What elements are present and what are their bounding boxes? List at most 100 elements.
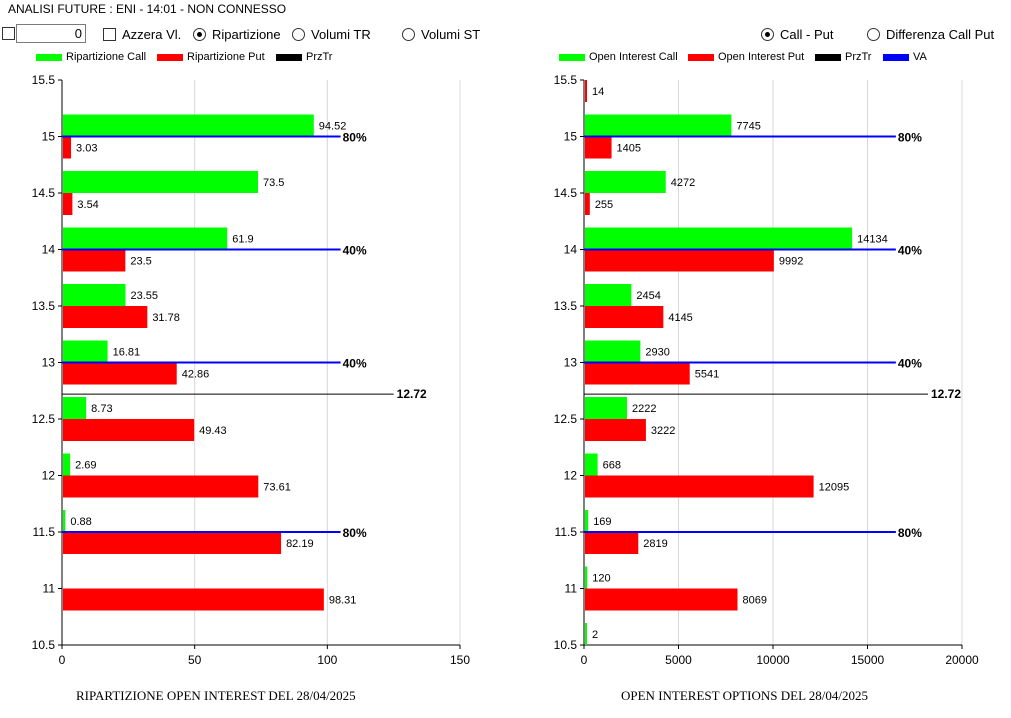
y-tick-label: 12.5: [554, 412, 578, 426]
y-tick-label: 10.5: [32, 638, 56, 652]
legend-right-va-label: VA: [913, 51, 927, 63]
legend-right-put: Open Interest Put: [688, 51, 804, 63]
va-label: 40%: [898, 357, 922, 371]
legend-right-va: VA: [883, 51, 927, 63]
bar-put-label: 82.19: [286, 538, 314, 550]
bar-call: [585, 171, 666, 193]
x-tick-label: 150: [450, 653, 470, 667]
bar-put-label: 2819: [643, 538, 667, 550]
radio-ripartizione[interactable]: Ripartizione: [193, 27, 281, 42]
legend-right-prztr: PrzTr: [815, 51, 871, 63]
bar-call-label: 2930: [645, 347, 669, 359]
bar-put: [63, 249, 126, 272]
azzera-checkbox[interactable]: Azzera Vl.: [103, 27, 181, 42]
bar-put-label: 73.61: [263, 482, 291, 494]
va-label: 40%: [343, 244, 367, 258]
bar-put: [585, 588, 738, 611]
prztr-label: 12.72: [931, 387, 961, 401]
bar-call-label: 61.9: [232, 234, 253, 246]
bar-call-label: 2222: [632, 403, 656, 415]
bar-call-label: 668: [603, 460, 621, 472]
radio-volumi-tr-label: Volumi TR: [311, 27, 371, 42]
bar-call-label: 8.73: [91, 403, 112, 415]
bar-call: [63, 114, 314, 137]
radio-ripartizione-label: Ripartizione: [212, 27, 281, 42]
bar-call-label: 73.5: [263, 177, 284, 189]
radio-volumi-tr[interactable]: Volumi TR: [292, 27, 371, 42]
radio-volumi-st[interactable]: Volumi ST: [402, 27, 480, 42]
x-tick-label: 5000: [665, 653, 692, 667]
radio-call-put-dot[interactable]: [761, 28, 774, 41]
bar-put-label: 3.03: [76, 143, 97, 155]
bar-put: [585, 136, 612, 159]
bar-call: [585, 453, 598, 476]
radio-differenza[interactable]: Differenza Call Put: [867, 27, 994, 42]
bar-call: [585, 340, 641, 363]
bar-put-label: 49.43: [199, 425, 227, 437]
va-label: 80%: [898, 131, 922, 145]
va-label: 40%: [343, 357, 367, 371]
bar-put: [585, 532, 639, 554]
bar-call: [585, 397, 627, 419]
radio-ripartizione-dot[interactable]: [193, 28, 206, 41]
window-title: ANALISI FUTURE : ENI - 14:01 - NON CONNE…: [8, 2, 287, 16]
bar-call: [63, 510, 66, 532]
bar-put: [63, 419, 195, 441]
left-chart-title: RIPARTIZIONE OPEN INTEREST DEL 28/04/202…: [76, 688, 356, 703]
bar-call: [63, 171, 259, 193]
bar-put: [585, 306, 664, 328]
y-tick-label: 11: [43, 582, 56, 596]
bar-put: [585, 362, 690, 385]
bar-put: [63, 362, 177, 385]
bar-call-label: 4272: [671, 177, 695, 189]
legend-right-prztr-label: PrzTr: [845, 51, 872, 63]
x-tick-label: 15000: [851, 653, 885, 667]
right-chart-title: OPEN INTEREST OPTIONS DEL 28/04/2025: [621, 688, 868, 703]
azzera-checkbox-box[interactable]: [103, 28, 116, 41]
bar-call: [585, 510, 589, 532]
bar-call-label: 169: [593, 516, 611, 528]
bar-call: [63, 397, 87, 419]
legend-swatch-black: [815, 53, 841, 61]
radio-volumi-tr-dot[interactable]: [292, 28, 305, 41]
number-input[interactable]: 0: [16, 24, 86, 43]
radio-call-put[interactable]: Call - Put: [761, 27, 833, 42]
x-tick-label: 0: [59, 653, 66, 667]
bar-call-label: 2: [592, 629, 598, 641]
bar-put: [63, 475, 259, 498]
radio-call-put-label: Call - Put: [780, 27, 834, 42]
bar-put-label: 255: [595, 199, 613, 211]
row-checkbox[interactable]: [2, 27, 15, 40]
radio-volumi-st-dot[interactable]: [402, 28, 415, 41]
bar-put: [63, 588, 324, 611]
bar-call: [63, 227, 228, 250]
legend-left-prztr: PrzTr: [276, 51, 332, 63]
bar-call: [585, 623, 587, 645]
x-tick-label: 20000: [945, 653, 979, 667]
bar-put-label: 42.86: [182, 369, 210, 381]
bar-call: [585, 284, 632, 306]
legend-right-call: Open Interest Call: [559, 51, 678, 63]
legend-swatch-red: [688, 53, 714, 61]
legend-left-call: Ripartizione Call: [36, 51, 146, 63]
legend-left-call-label: Ripartizione Call: [66, 51, 147, 63]
bar-call-label: 94.52: [319, 121, 347, 133]
radio-volumi-st-label: Volumi ST: [421, 27, 481, 42]
legend-swatch-red: [157, 53, 183, 61]
y-tick-label: 11: [565, 582, 578, 596]
bar-put: [585, 80, 587, 102]
bar-put-label: 31.78: [152, 312, 180, 324]
legend-left-prztr-label: PrzTr: [306, 51, 333, 63]
y-tick-label: 15: [564, 130, 578, 144]
bar-put: [585, 419, 646, 441]
y-tick-label: 13.5: [554, 299, 578, 313]
bar-put-label: 12095: [819, 482, 850, 494]
bar-put-label: 4145: [668, 312, 692, 324]
legend-swatch-blue: [883, 53, 909, 61]
x-tick-label: 0: [581, 653, 588, 667]
bar-call: [63, 340, 108, 363]
radio-differenza-dot[interactable]: [867, 28, 880, 41]
bar-put: [63, 136, 72, 159]
prztr-label: 12.72: [397, 387, 427, 401]
va-label: 40%: [898, 244, 922, 258]
